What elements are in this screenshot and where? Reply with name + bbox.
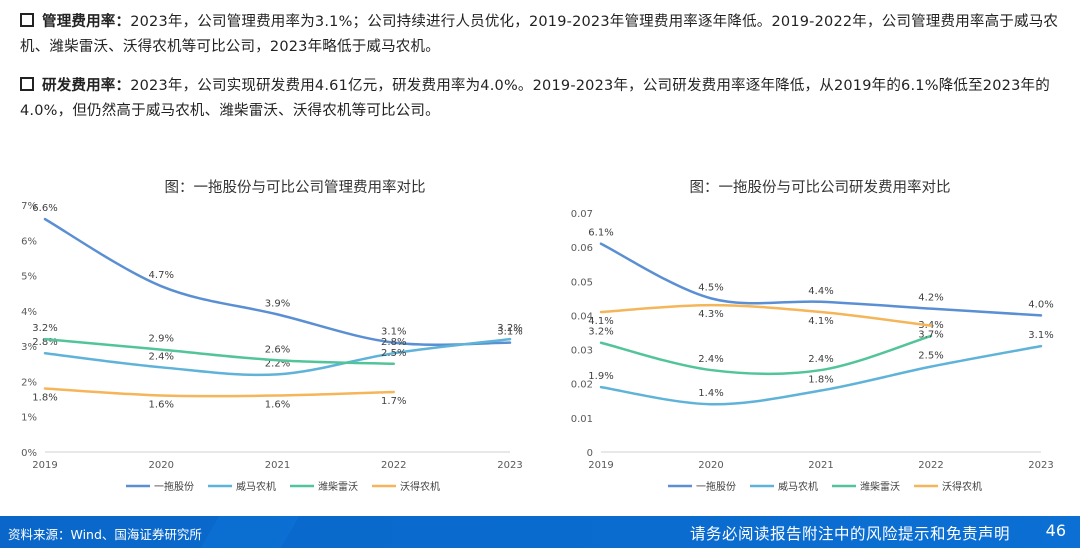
paragraph-lead: 研发费用率： <box>42 78 131 94</box>
y-tick-label: 0.06 <box>571 243 593 254</box>
x-tick-label: 2023 <box>497 460 522 471</box>
x-tick-label: 2020 <box>698 460 723 471</box>
x-tick-label: 2021 <box>265 460 290 471</box>
data-label: 4.0% <box>1028 299 1053 310</box>
checkbox-bullet-icon <box>20 13 34 27</box>
legend-label: 潍柴雷沃 <box>860 480 900 493</box>
footer-source: 资料来源：Wind、国海证券研究所 <box>8 527 202 542</box>
data-label: 1.6% <box>149 400 174 411</box>
legend-label: 威马农机 <box>778 480 818 493</box>
data-label: 2.5% <box>918 351 943 362</box>
series-line-4 <box>43 387 395 398</box>
series-line-2 <box>43 337 512 377</box>
charts-canvas: 0% 1% 2% 3% 4% 5% 6% 7% 2019 2020 2021 2022 2023 6.6%… <box>21 201 1054 493</box>
data-label: 6.6% <box>32 203 57 214</box>
data-label: 2.4% <box>698 354 723 365</box>
page-number: 46 <box>1045 521 1066 540</box>
footer-decoration <box>200 516 300 548</box>
data-label: 2.9% <box>149 334 174 345</box>
series-line-3 <box>599 334 933 376</box>
y-tick-label: 2% <box>21 377 37 388</box>
x-tick-label: 2020 <box>149 460 174 471</box>
y-tick-label: 7% <box>21 201 37 212</box>
checkbox-bullet-icon <box>20 77 34 91</box>
legend-label: 沃得农机 <box>400 480 440 493</box>
data-label: 4.3% <box>698 309 723 320</box>
x-tick-label: 2021 <box>808 460 833 471</box>
y-tick-label: 0.07 <box>571 209 593 220</box>
y-tick-label: 3% <box>21 342 37 353</box>
data-label: 4.4% <box>808 286 833 297</box>
y-tick-label: 0.01 <box>571 414 593 425</box>
data-label: 3.9% <box>265 298 290 309</box>
y-tick-label: 0.03 <box>571 346 593 357</box>
legend-label: 威马农机 <box>236 480 276 493</box>
paragraph-lead: 管理费用率： <box>42 14 131 30</box>
data-label: 2.6% <box>265 344 290 355</box>
data-label: 1.8% <box>808 375 833 386</box>
data-label: 2.4% <box>149 351 174 362</box>
series-line-4 <box>599 303 933 327</box>
y-tick-label: 0.02 <box>571 380 593 391</box>
data-label: 3.2% <box>497 323 522 334</box>
data-label: 1.7% <box>381 396 406 407</box>
series-line-3 <box>43 337 395 366</box>
paragraph-text: 2023年，公司实现研发费用4.61亿元，研发费用率为4.0%。2019-202… <box>20 78 1050 119</box>
y-tick-label: 5% <box>21 272 37 283</box>
y-tick-label: 0 <box>587 448 593 459</box>
series-line-1 <box>599 242 1043 317</box>
data-label: 3.1% <box>497 327 522 338</box>
data-label: 3.1% <box>381 327 406 338</box>
data-label: 1.6% <box>265 400 290 411</box>
y-tick-label: 1% <box>21 413 37 424</box>
data-label: 3.7% <box>918 330 943 341</box>
legend-label: 一拖股份 <box>696 480 736 493</box>
data-label: 6.1% <box>588 228 613 239</box>
paragraph-admin-expense: 管理费用率：2023年，公司管理费用率为3.1%；公司持续进行人员优化，2019… <box>20 10 1060 60</box>
data-label: 4.1% <box>808 316 833 327</box>
data-label: 2.2% <box>265 358 290 369</box>
data-label: 4.5% <box>698 282 723 293</box>
data-label: 1.9% <box>588 371 613 382</box>
y-tick-label: 6% <box>21 236 37 247</box>
x-tick-label: 2022 <box>381 460 406 471</box>
data-label: 2.5% <box>381 348 406 359</box>
data-label: 2.4% <box>808 354 833 365</box>
legend-label: 潍柴雷沃 <box>318 480 358 493</box>
data-label: 4.2% <box>918 293 943 304</box>
x-tick-label: 2019 <box>32 460 57 471</box>
data-label: 1.8% <box>32 392 57 403</box>
data-label: 3.2% <box>32 323 57 334</box>
data-label: 3.2% <box>588 327 613 338</box>
chart-title-admin: 图：一拖股份与可比公司管理费用率对比 <box>164 180 426 196</box>
x-tick-label: 2022 <box>918 460 943 471</box>
series-line-2 <box>599 344 1043 406</box>
legend-label: 一拖股份 <box>154 480 194 493</box>
legend-label: 沃得农机 <box>942 480 982 493</box>
x-tick-label: 2023 <box>1028 460 1053 471</box>
data-label: 2.8% <box>381 337 406 348</box>
chart-title-rd: 图：一拖股份与可比公司研发费用率对比 <box>689 180 951 196</box>
data-label: 4.7% <box>149 270 174 281</box>
y-tick-label: 0.04 <box>571 311 593 322</box>
data-label: 3.1% <box>1028 330 1053 341</box>
y-tick-label: 0.05 <box>571 277 593 288</box>
footer-bar: 资料来源：Wind、国海证券研究所 请务必阅读报告附注中的风险提示和免责声明 4… <box>0 516 1080 548</box>
series-line-1 <box>43 217 512 346</box>
footer-disclaimer: 请务必阅读报告附注中的风险提示和免责声明 <box>689 525 1010 543</box>
paragraph-text: 2023年，公司管理费用率为3.1%；公司持续进行人员优化，2019-2023年… <box>20 14 1059 55</box>
data-label: 4.1% <box>588 316 613 327</box>
data-label: 2.8% <box>32 337 57 348</box>
paragraph-rd-expense: 研发费用率：2023年，公司实现研发费用4.61亿元，研发费用率为4.0%。20… <box>20 74 1060 124</box>
data-label: 1.4% <box>698 388 723 399</box>
y-tick-label: 0% <box>21 448 37 459</box>
x-tick-label: 2019 <box>588 460 613 471</box>
y-tick-label: 4% <box>21 307 37 318</box>
